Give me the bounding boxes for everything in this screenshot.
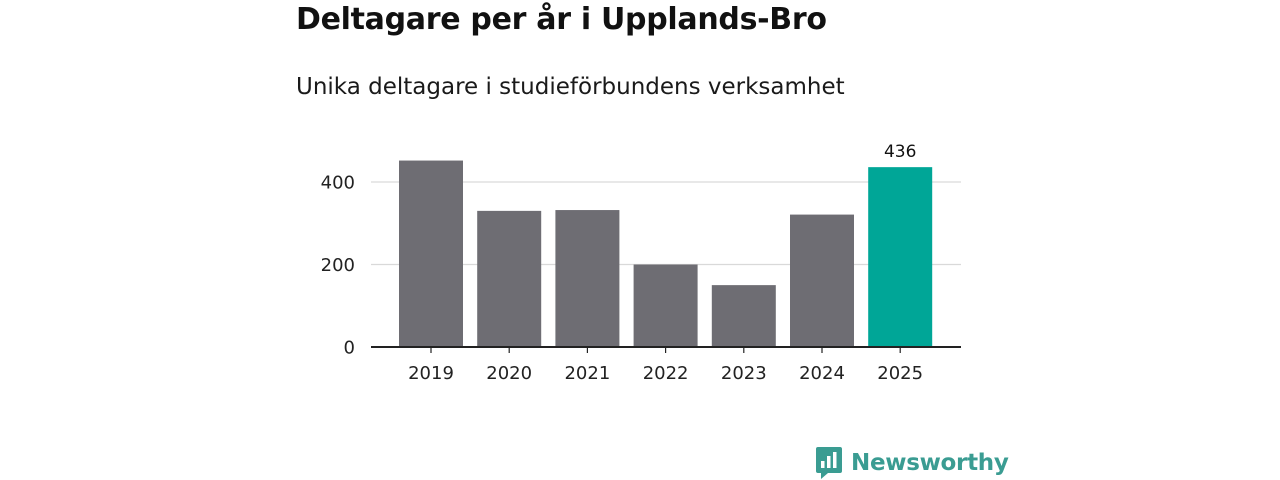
chart-title: Deltagare per år i Upplands-Bro (296, 2, 827, 37)
x-tick-label: 2020 (486, 363, 532, 384)
y-tick-label: 0 (344, 338, 355, 359)
bar-2019 (399, 160, 463, 347)
x-tick-label: 2022 (643, 363, 689, 384)
x-tick-label: 2023 (721, 363, 767, 384)
labels: 0 200 400 2019 2020 2021 2022 2023 2024 2025 436 (321, 142, 923, 384)
axes (371, 346, 961, 353)
y-tick-label: 200 (321, 255, 355, 276)
bar-2020 (477, 210, 542, 347)
data-label: 436 (884, 142, 916, 162)
bars (399, 160, 933, 347)
x-tick-label: 2024 (799, 363, 845, 384)
bar-2023 (711, 285, 776, 347)
y-tick-label: 400 (321, 173, 355, 194)
chart-subtitle: Unika deltagare i studieförbundens verks… (296, 74, 845, 100)
newsworthy-logo-icon (816, 447, 842, 479)
newsworthy-brand: Newsworthy (815, 446, 1009, 480)
bar-2025 (868, 167, 933, 347)
brand-name: Newsworthy (851, 450, 1009, 476)
bar-2024 (790, 214, 854, 347)
bar-2021 (555, 210, 620, 347)
x-tick-label: 2025 (877, 363, 923, 384)
x-tick-label: 2019 (408, 363, 454, 384)
bar-2022 (633, 264, 698, 347)
x-tick-label: 2021 (564, 363, 610, 384)
